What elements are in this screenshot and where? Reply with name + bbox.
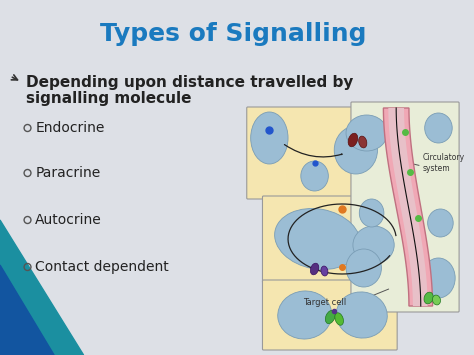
Ellipse shape: [359, 199, 384, 227]
Ellipse shape: [278, 291, 332, 339]
Ellipse shape: [348, 133, 358, 147]
Polygon shape: [383, 108, 433, 306]
Ellipse shape: [432, 295, 440, 305]
Text: signalling molecule: signalling molecule: [26, 91, 191, 106]
Polygon shape: [388, 108, 428, 306]
FancyBboxPatch shape: [247, 107, 396, 199]
Ellipse shape: [274, 208, 360, 269]
Text: Endocrine: Endocrine: [36, 121, 105, 135]
Ellipse shape: [422, 258, 455, 298]
FancyArrowPatch shape: [284, 144, 342, 157]
Polygon shape: [0, 265, 54, 355]
Ellipse shape: [336, 292, 387, 338]
Ellipse shape: [251, 112, 288, 164]
Ellipse shape: [425, 113, 452, 143]
Ellipse shape: [346, 249, 382, 287]
FancyBboxPatch shape: [263, 196, 397, 283]
Ellipse shape: [334, 126, 377, 174]
FancyBboxPatch shape: [263, 280, 397, 350]
Text: Depending upon distance travelled by: Depending upon distance travelled by: [26, 75, 353, 90]
Ellipse shape: [353, 226, 394, 264]
Text: Target cell: Target cell: [303, 298, 346, 307]
Text: Circulatory
system: Circulatory system: [423, 153, 465, 173]
Ellipse shape: [428, 209, 453, 237]
Ellipse shape: [424, 292, 433, 304]
Ellipse shape: [321, 266, 328, 276]
Ellipse shape: [335, 313, 344, 325]
Text: Types of Signalling: Types of Signalling: [100, 22, 366, 46]
Polygon shape: [0, 220, 83, 355]
Ellipse shape: [325, 310, 335, 324]
Ellipse shape: [346, 115, 387, 151]
Ellipse shape: [359, 136, 367, 148]
Ellipse shape: [310, 263, 319, 275]
Text: Contact dependent: Contact dependent: [36, 260, 169, 274]
FancyBboxPatch shape: [351, 102, 459, 312]
Text: Paracrine: Paracrine: [36, 166, 100, 180]
Text: Autocrine: Autocrine: [36, 213, 102, 227]
Ellipse shape: [301, 161, 328, 191]
